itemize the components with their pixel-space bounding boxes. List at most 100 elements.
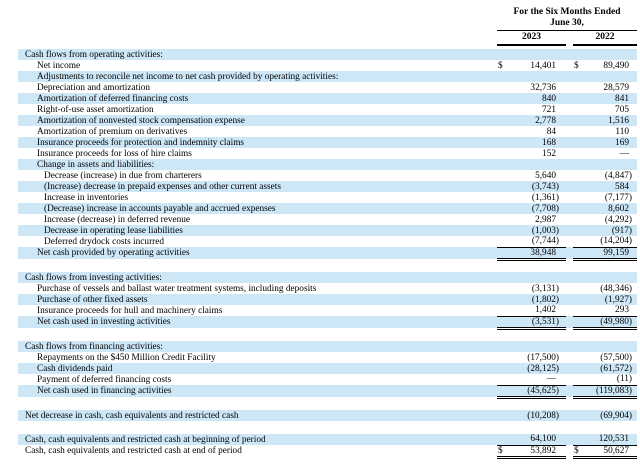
dollar-sign-2022 <box>573 148 585 159</box>
column-gap <box>566 445 573 457</box>
row-label: Cash flows from investing activities: <box>18 272 497 283</box>
column-gap <box>566 374 573 385</box>
dollar-sign-2023 <box>497 170 509 181</box>
year-header-2023: 2023 <box>497 32 566 46</box>
column-gap <box>566 236 573 247</box>
column-gap <box>566 421 573 434</box>
column-gap <box>566 259 573 272</box>
value-2022: 28,579 <box>603 82 629 93</box>
value-2022: 8,602 <box>585 203 637 214</box>
value-2022: 841 <box>585 93 637 104</box>
value-2022 <box>585 397 637 410</box>
table-row: Cash, cash equivalents and restricted ca… <box>18 434 637 446</box>
value-2023: 2,987 <box>535 214 556 225</box>
dollar-sign-2022 <box>573 159 585 170</box>
table-row: Amortization of nonvested stock compensa… <box>18 115 637 126</box>
dollar-sign-2023 <box>497 283 509 294</box>
spacer-row <box>18 328 637 341</box>
column-gap <box>566 363 573 374</box>
dollar-sign-2022 <box>573 192 585 203</box>
column-gap <box>566 126 573 137</box>
table-row: Repayments on the $450 Million Credit Fa… <box>18 352 637 363</box>
table-row: (Increase) decrease in prepaid expenses … <box>18 181 637 192</box>
dollar-sign-2022 <box>573 352 585 363</box>
value-2022 <box>585 328 637 341</box>
dollar-sign-2022 <box>573 305 585 317</box>
value-2022: 169 <box>585 137 637 148</box>
column-gap <box>566 214 573 225</box>
row-label: Insurance proceeds for protection and in… <box>18 137 497 148</box>
dollar-sign-2023 <box>497 225 509 236</box>
table-row: Depreciation and amortization 32,736 28,… <box>18 82 637 93</box>
value-2023: (45,625) <box>509 385 566 399</box>
period-title-line1: For the Six Months Ended <box>513 7 621 17</box>
value-2023: (7,708) <box>509 203 566 214</box>
column-gap <box>566 159 573 170</box>
value-2023: 840 <box>509 93 566 104</box>
column-gap <box>566 203 573 214</box>
dollar-sign-2023 <box>497 71 509 82</box>
value-2022: 110 <box>615 126 629 137</box>
value-2022: (917) <box>585 225 637 236</box>
row-label: Adjustments to reconcile net income to n… <box>18 71 497 82</box>
spacer-row <box>18 397 637 410</box>
row-label: Insurance proceeds for hull and machiner… <box>37 305 223 316</box>
column-gap <box>566 181 573 192</box>
column-gap <box>566 170 573 181</box>
table-row: Cash dividends paid (28,125) (61,572) <box>18 363 637 374</box>
dollar-sign-2023 <box>497 341 509 352</box>
row-label: Decrease (increase) in due from chartere… <box>44 170 202 181</box>
dollar-sign-2023 <box>497 236 509 248</box>
column-gap <box>566 115 573 126</box>
value-2023 <box>509 71 566 82</box>
dollar-sign-2023 <box>497 247 509 261</box>
row-label: Deferred drydock costs incurred <box>44 236 165 247</box>
dollar-sign-2023 <box>497 410 509 421</box>
value-2023 <box>509 341 566 352</box>
value-2023: (1,802) <box>509 294 566 305</box>
cash-flow-table: Cash flows from operating activities: Ne… <box>18 49 637 459</box>
dollar-sign-2022 <box>573 49 585 60</box>
value-2023 <box>509 421 566 434</box>
dollar-sign-2023: $ <box>497 445 509 459</box>
value-2023: (10,208) <box>509 410 566 421</box>
row-label: Repayments on the $450 Million Credit Fa… <box>37 352 216 363</box>
dollar-sign-2022 <box>573 283 585 294</box>
column-gap <box>566 434 573 445</box>
row-label: (Increase) decrease in prepaid expenses … <box>18 181 497 192</box>
row-label <box>18 328 497 341</box>
dollar-sign-2023 <box>497 434 509 446</box>
dollar-sign-2022 <box>573 225 585 236</box>
row-label: Cash, cash equivalents and restricted ca… <box>25 446 242 456</box>
dollar-sign-2023 <box>497 385 509 399</box>
column-gap <box>566 305 573 316</box>
column-gap <box>566 60 573 71</box>
column-gap <box>566 410 573 421</box>
value-2023: 5,640 <box>535 170 556 181</box>
dollar-sign-2023: $ <box>498 60 503 71</box>
dollar-sign-2023 <box>497 126 509 137</box>
row-label: Net decrease in cash, cash equivalents a… <box>18 410 497 421</box>
dollar-sign-2023 <box>497 294 509 305</box>
row-label: Net cash used in investing activities <box>18 316 497 328</box>
dollar-sign-2023 <box>497 192 509 203</box>
row-label: Amortization of premium on derivatives <box>37 126 188 137</box>
table-row: Payment of deferred financing costs — (1… <box>18 374 637 386</box>
table-row: Insurance proceeds for loss of hire clai… <box>18 148 637 159</box>
dollar-sign-2023 <box>497 82 509 93</box>
dollar-sign-2022 <box>573 170 585 181</box>
value-2023: 152 <box>542 148 556 159</box>
dollar-sign-2022 <box>573 328 585 341</box>
table-row: Net cash provided by operating activitie… <box>18 247 637 261</box>
dollar-sign-2022 <box>573 363 585 374</box>
row-label <box>18 421 497 434</box>
column-gap <box>566 49 573 60</box>
value-2023 <box>509 272 566 283</box>
table-row: Change in assets and liabilities: <box>18 159 637 170</box>
column-gap <box>566 71 573 82</box>
dollar-sign-2022 <box>573 374 585 386</box>
row-label: Amortization of nonvested stock compensa… <box>18 115 497 126</box>
row-label: Purchase of vessels and ballast water tr… <box>37 283 317 294</box>
value-2022: 120,531 <box>585 434 637 446</box>
value-2022: (11) <box>585 374 637 386</box>
